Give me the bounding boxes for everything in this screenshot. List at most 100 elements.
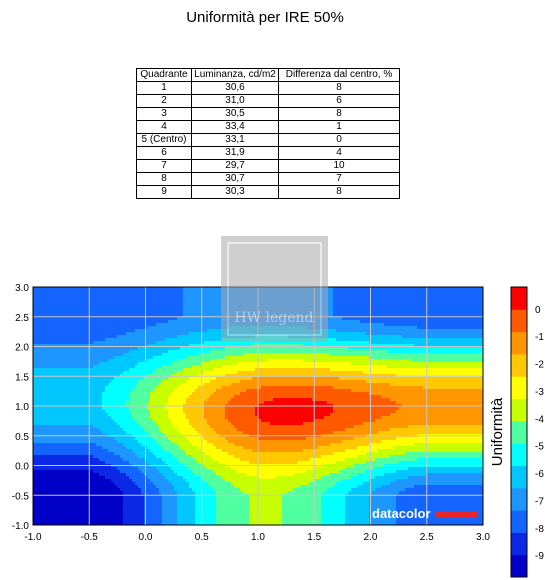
contour-cell	[228, 347, 232, 351]
contour-cell	[126, 329, 130, 333]
contour-cell	[339, 350, 343, 354]
contour-cell	[309, 380, 313, 384]
contour-cell	[51, 317, 55, 321]
contour-cell	[192, 383, 196, 387]
contour-cell	[273, 365, 277, 369]
contour-cell	[213, 368, 217, 372]
contour-cell	[324, 347, 328, 351]
contour-cell	[96, 317, 100, 321]
contour-cell	[102, 305, 106, 309]
contour-cell	[93, 326, 97, 330]
contour-cell	[96, 350, 100, 354]
contour-cell	[414, 308, 418, 312]
contour-cell	[63, 293, 67, 297]
contour-cell	[375, 308, 379, 312]
contour-cell	[189, 362, 193, 366]
contour-cell	[171, 326, 175, 330]
contour-cell	[36, 350, 40, 354]
contour-cell	[123, 344, 127, 348]
contour-cell	[354, 338, 358, 342]
contour-cell	[111, 311, 115, 315]
contour-cell	[45, 365, 49, 369]
contour-cell	[192, 290, 196, 294]
contour-cell	[453, 296, 457, 300]
contour-cell	[186, 329, 190, 333]
contour-cell	[159, 347, 163, 351]
contour-cell	[300, 353, 304, 357]
contour-cell	[72, 338, 76, 342]
contour-cell	[429, 365, 433, 369]
contour-cell	[276, 350, 280, 354]
contour-cell	[324, 371, 328, 375]
contour-cell	[480, 317, 483, 321]
contour-cell	[330, 305, 334, 309]
contour-cell	[60, 305, 64, 309]
contour-cell	[411, 329, 415, 333]
contour-cell	[216, 359, 220, 363]
contour-cell	[240, 377, 244, 381]
contour-cell	[54, 341, 58, 345]
contour-cell	[480, 335, 483, 339]
contour-cell	[258, 344, 262, 348]
contour-cell	[81, 293, 85, 297]
contour-cell	[459, 320, 463, 324]
contour-cell	[54, 287, 58, 291]
contour-cell	[261, 383, 265, 387]
contour-cell	[402, 314, 406, 318]
contour-cell	[372, 329, 376, 333]
contour-cell	[165, 287, 169, 291]
contour-cell	[384, 305, 388, 309]
contour-cell	[183, 314, 187, 318]
contour-cell	[264, 371, 268, 375]
contour-cell	[201, 332, 205, 336]
contour-cell	[126, 380, 130, 384]
contour-cell	[474, 290, 478, 294]
contour-cell	[330, 371, 334, 375]
contour-cell	[435, 290, 439, 294]
contour-cell	[474, 359, 478, 363]
contour-cell	[441, 326, 445, 330]
contour-cell	[150, 362, 154, 366]
contour-cell	[210, 365, 214, 369]
contour-cell	[222, 383, 226, 387]
contour-cell	[141, 305, 145, 309]
contour-cell	[72, 341, 76, 345]
contour-cell	[372, 299, 376, 303]
contour-cell	[366, 317, 370, 321]
contour-cell	[150, 383, 154, 387]
contour-cell	[360, 290, 364, 294]
contour-cell	[168, 326, 172, 330]
contour-cell	[396, 335, 400, 339]
contour-cell	[114, 383, 118, 387]
contour-cell	[354, 323, 358, 327]
contour-cell	[378, 359, 382, 363]
contour-cell	[357, 341, 361, 345]
contour-cell	[198, 293, 202, 297]
contour-cell	[180, 377, 184, 381]
contour-cell	[177, 290, 181, 294]
contour-cell	[321, 341, 325, 345]
contour-cell	[372, 305, 376, 309]
contour-cell	[459, 314, 463, 318]
contour-cell	[69, 326, 73, 330]
contour-cell	[378, 377, 382, 381]
contour-cell	[135, 314, 139, 318]
contour-cell	[138, 365, 142, 369]
contour-cell	[450, 329, 454, 333]
contour-cell	[105, 290, 109, 294]
contour-cell	[195, 371, 199, 375]
contour-cell	[387, 341, 391, 345]
contour-cell	[156, 383, 160, 387]
contour-cell	[324, 368, 328, 372]
contour-cell	[48, 377, 52, 381]
contour-cell	[288, 344, 292, 348]
contour-cell	[69, 317, 73, 321]
contour-cell	[81, 344, 85, 348]
contour-cell	[165, 368, 169, 372]
contour-cell	[402, 287, 406, 291]
contour-cell	[123, 359, 127, 363]
contour-cell	[102, 341, 106, 345]
contour-cell	[372, 308, 376, 312]
contour-cell	[102, 287, 106, 291]
contour-cell	[243, 347, 247, 351]
